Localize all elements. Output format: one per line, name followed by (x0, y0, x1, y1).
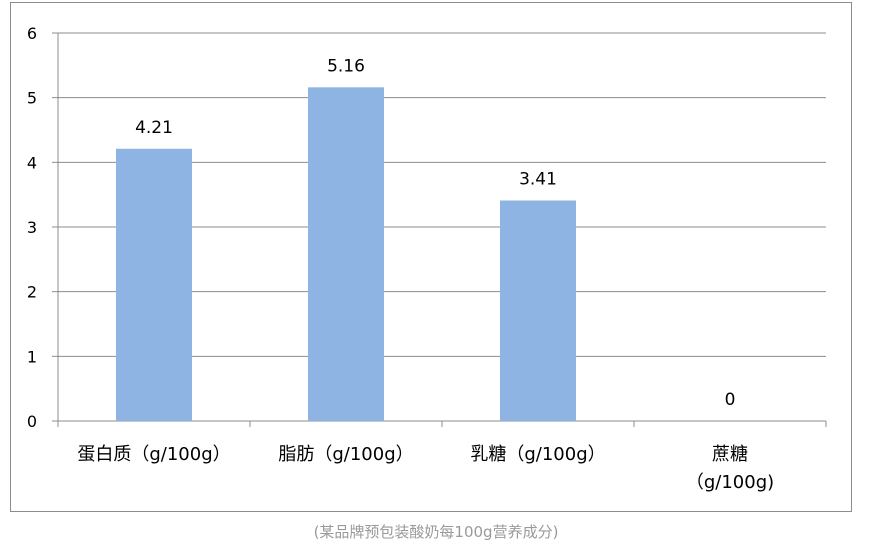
y-tick-label: 5 (27, 89, 37, 108)
chart-caption: (某品牌预包装酸奶每100g营养成分) (313, 523, 559, 541)
category-label: 脂肪（g/100g） (278, 444, 413, 465)
bar (116, 148, 192, 421)
category-label: 蔗糖 (712, 444, 748, 465)
data-label: 0 (725, 390, 736, 410)
data-label: 3.41 (519, 169, 557, 189)
category-label: 蛋白质（g/100g） (77, 444, 230, 465)
y-tick-label: 0 (27, 412, 37, 431)
bar (308, 87, 384, 421)
y-tick-label: 4 (27, 153, 37, 172)
data-label: 4.21 (135, 118, 173, 138)
category-label: （g/100g) (686, 472, 774, 493)
y-tick-label: 2 (27, 283, 37, 302)
y-tick-label: 3 (27, 218, 37, 237)
bar (500, 200, 576, 421)
y-tick-label: 1 (27, 347, 37, 366)
category-label: 乳糖（g/100g） (470, 444, 605, 465)
y-tick-label: 6 (27, 24, 37, 43)
data-label: 5.16 (327, 56, 365, 76)
